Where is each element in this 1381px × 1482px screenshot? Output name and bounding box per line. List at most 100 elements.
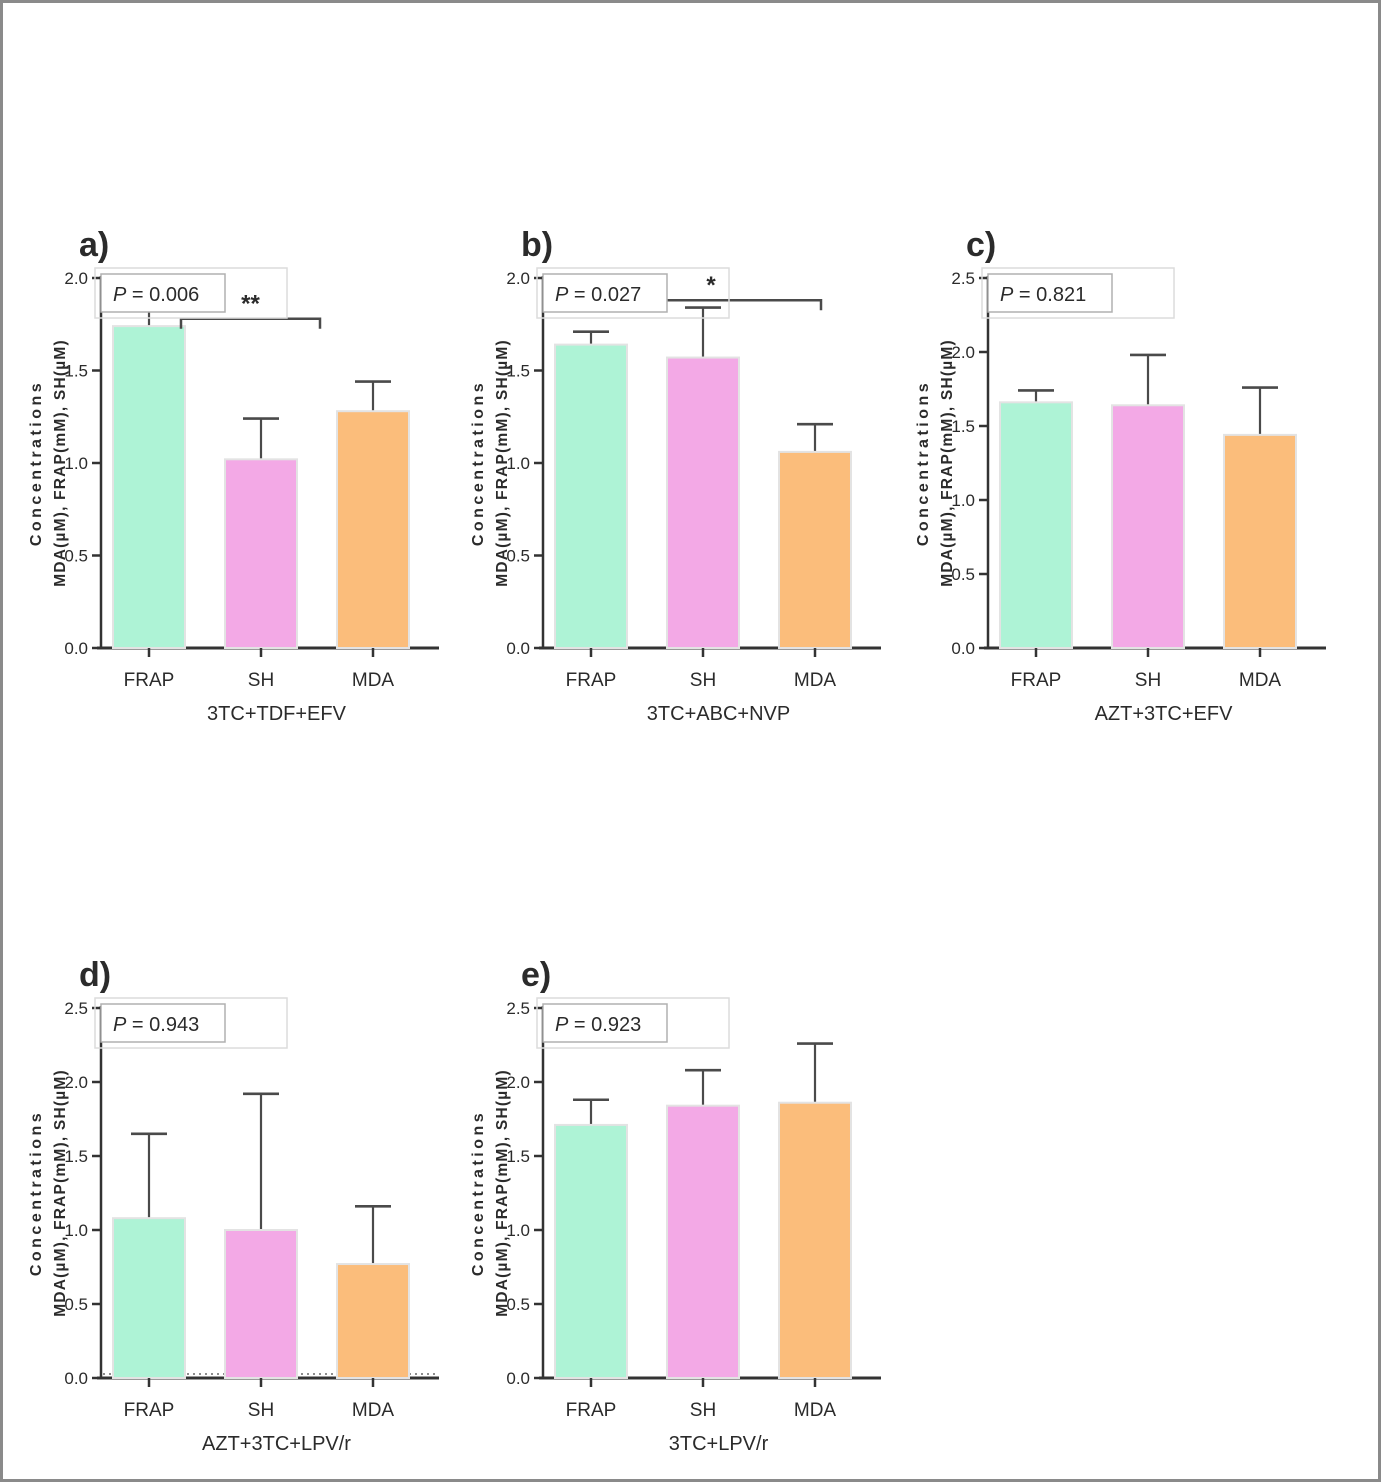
category-label-frap: FRAP bbox=[124, 670, 175, 691]
y-tick-label: 0.5 bbox=[64, 1295, 88, 1314]
y-tick-label: 1.5 bbox=[506, 362, 530, 381]
ylabel-line2: MDA(µM), FRAP(mM), SH(µM) bbox=[494, 339, 511, 587]
y-tick-label: 1.5 bbox=[506, 1147, 530, 1166]
p-value-outer-frame bbox=[94, 267, 288, 319]
significance-bracket bbox=[179, 317, 322, 329]
panel-e: e) 0.0 0.5 1.0 1.5 2.0 2.5 FRAP SH MDA P = 0.923 3T… bbox=[463, 928, 913, 1473]
panel-d: d) 0.0 0.5 1.0 1.5 2.0 2.5 FRAP SH MDA P = 0.943 AZ… bbox=[21, 928, 471, 1473]
xlabel: AZT+3TC+EFV bbox=[1095, 703, 1233, 725]
bar-sh bbox=[666, 356, 740, 650]
panel-label: a) bbox=[79, 226, 109, 264]
ylabel-line2: MDA(µM), FRAP(mM), SH(µM) bbox=[494, 1069, 511, 1317]
xlabel: 3TC+ABC+NVP bbox=[647, 703, 790, 725]
y-tick-label: 0.0 bbox=[64, 1369, 88, 1388]
category-label-sh: SH bbox=[690, 670, 716, 691]
y-tick-label: 0.5 bbox=[506, 1295, 530, 1314]
p-value-box bbox=[100, 273, 226, 313]
bar-sh bbox=[224, 1229, 298, 1379]
ylabel-line2: MDA(µM), FRAP(mM), SH(µM) bbox=[52, 339, 69, 587]
category-label-mda: MDA bbox=[794, 670, 837, 691]
panel-label: b) bbox=[521, 226, 553, 264]
p-value-box bbox=[542, 1003, 668, 1043]
p-value-box bbox=[987, 273, 1113, 313]
ylabel-line1: Concentrations bbox=[915, 380, 932, 546]
category-label-frap: FRAP bbox=[566, 670, 617, 691]
bar-sh bbox=[224, 458, 298, 649]
bar-frap bbox=[112, 325, 186, 649]
y-tick-label: 2.0 bbox=[64, 269, 88, 288]
p-value-text: P = 0.027 bbox=[555, 284, 641, 306]
ylabel-line1: Concentrations bbox=[470, 380, 487, 546]
panel-label: e) bbox=[521, 956, 551, 994]
y-tick-label: 0.0 bbox=[506, 639, 530, 658]
ylabel-line2: MDA(µM), FRAP(mM), SH(µM) bbox=[939, 339, 956, 587]
category-label-mda: MDA bbox=[352, 670, 395, 691]
panel-a: a) 0.0 0.5 1.0 1.5 2.0 FRAP SH MDA ** P = 0.006 3TC… bbox=[21, 198, 471, 743]
y-tick-label: 0.5 bbox=[64, 547, 88, 566]
bar-mda bbox=[336, 410, 410, 649]
y-tick-label: 1.5 bbox=[64, 1147, 88, 1166]
y-tick-label: 2.5 bbox=[951, 269, 975, 288]
y-tick-label: 0.5 bbox=[506, 547, 530, 566]
panel-label: d) bbox=[79, 956, 111, 994]
bar-frap bbox=[554, 1123, 628, 1379]
ylabel-line1: Concentrations bbox=[28, 380, 45, 546]
category-label-sh: SH bbox=[690, 1400, 716, 1421]
bar-mda bbox=[778, 450, 852, 649]
y-tick-label: 1.0 bbox=[506, 1221, 530, 1240]
category-label-mda: MDA bbox=[794, 1400, 837, 1421]
p-value-text: P = 0.821 bbox=[1000, 284, 1086, 306]
y-tick-label: 1.0 bbox=[951, 491, 975, 510]
chart-b: b) 0.0 0.5 1.0 1.5 2.0 FRAP SH MDA * P = 0.027 3TC+… bbox=[470, 226, 881, 725]
xlabel: AZT+3TC+LPV/r bbox=[202, 1433, 351, 1455]
panel-b: b) 0.0 0.5 1.0 1.5 2.0 FRAP SH MDA * P = 0.027 3TC+… bbox=[463, 198, 913, 743]
p-value-box bbox=[542, 273, 668, 313]
chart-e: e) 0.0 0.5 1.0 1.5 2.0 2.5 FRAP SH MDA P = 0.923 3T… bbox=[470, 956, 881, 1455]
bar-frap bbox=[554, 343, 628, 649]
panel-label: c) bbox=[966, 226, 996, 264]
category-label-frap: FRAP bbox=[566, 1400, 617, 1421]
p-value-outer-frame bbox=[536, 997, 730, 1049]
chart-a: a) 0.0 0.5 1.0 1.5 2.0 FRAP SH MDA ** P = 0.006 3TC… bbox=[28, 226, 439, 725]
chart-d: d) 0.0 0.5 1.0 1.5 2.0 2.5 FRAP SH MDA P = 0.943 AZ… bbox=[28, 956, 439, 1455]
y-tick-label: 1.5 bbox=[951, 417, 975, 436]
y-tick-label: 0.0 bbox=[506, 1369, 530, 1388]
chart-c: c) 0.0 0.5 1.0 1.5 2.0 2.5 FRAP SH MDA P = 0.821 AZ… bbox=[915, 226, 1326, 725]
bar-sh bbox=[1111, 404, 1185, 649]
bar-frap bbox=[112, 1217, 186, 1379]
category-label-frap: FRAP bbox=[124, 1400, 175, 1421]
p-value-outer-frame bbox=[536, 267, 730, 319]
y-tick-label: 0.5 bbox=[951, 565, 975, 584]
ylabel-line1: Concentrations bbox=[470, 1110, 487, 1276]
category-label-mda: MDA bbox=[352, 1400, 395, 1421]
p-value-text: P = 0.923 bbox=[555, 1014, 641, 1036]
ylabel-line2: MDA(µM), FRAP(mM), SH(µM) bbox=[52, 1069, 69, 1317]
y-tick-label: 2.5 bbox=[506, 999, 530, 1018]
y-tick-label: 1.0 bbox=[506, 454, 530, 473]
xlabel: 3TC+TDF+EFV bbox=[207, 703, 347, 725]
panel-c: c) 0.0 0.5 1.0 1.5 2.0 2.5 FRAP SH MDA P = 0.821 AZ… bbox=[908, 198, 1358, 743]
significance-stars: ** bbox=[241, 291, 260, 318]
xlabel: 3TC+LPV/r bbox=[669, 1433, 769, 1455]
y-tick-label: 1.0 bbox=[64, 454, 88, 473]
y-tick-label: 0.0 bbox=[951, 639, 975, 658]
category-label-mda: MDA bbox=[1239, 670, 1282, 691]
category-label-sh: SH bbox=[1135, 670, 1161, 691]
y-tick-label: 2.0 bbox=[506, 269, 530, 288]
bar-frap bbox=[999, 401, 1073, 649]
category-label-sh: SH bbox=[248, 670, 274, 691]
y-tick-label: 2.0 bbox=[64, 1073, 88, 1092]
y-tick-label: 2.5 bbox=[64, 999, 88, 1018]
category-label-frap: FRAP bbox=[1011, 670, 1062, 691]
y-tick-label: 1.5 bbox=[64, 362, 88, 381]
ylabel-line1: Concentrations bbox=[28, 1110, 45, 1276]
bar-mda bbox=[1223, 433, 1297, 649]
y-tick-label: 2.0 bbox=[951, 343, 975, 362]
y-tick-label: 2.0 bbox=[506, 1073, 530, 1092]
significance-stars: * bbox=[706, 272, 716, 299]
p-value-outer-frame bbox=[94, 997, 288, 1049]
p-value-box bbox=[100, 1003, 226, 1043]
p-value-text: P = 0.006 bbox=[113, 284, 199, 306]
p-value-text: P = 0.943 bbox=[113, 1014, 199, 1036]
